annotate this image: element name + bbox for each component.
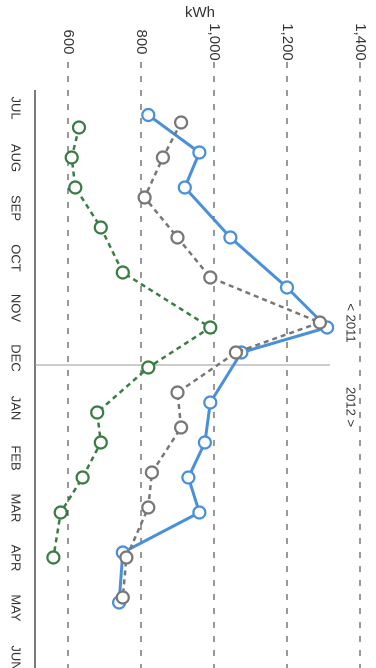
data-point xyxy=(141,107,156,123)
data-point xyxy=(53,505,68,520)
x-tick-labels: JUL AUG SEP OCT NOV DEC JAN FEB MAR APR MAY JUN xyxy=(9,96,24,668)
series-0 xyxy=(111,107,335,610)
month-label: NOV xyxy=(9,294,24,323)
data-point xyxy=(141,360,156,375)
data-point xyxy=(93,220,108,235)
series-line xyxy=(121,121,322,598)
data-point xyxy=(141,500,156,515)
data-point xyxy=(279,280,295,295)
data-point xyxy=(174,420,189,435)
data-point xyxy=(90,405,105,420)
y-tick-label: 600 xyxy=(60,29,77,54)
data-point xyxy=(115,590,130,605)
y-tick-label: 1,200 xyxy=(279,23,296,61)
data-point xyxy=(203,270,218,285)
month-label: AUG xyxy=(9,144,24,172)
month-label: MAY xyxy=(9,594,24,622)
data-point xyxy=(71,120,87,135)
data-point xyxy=(144,465,159,480)
data-point xyxy=(192,145,207,160)
y-axis-title: kWh xyxy=(185,4,215,21)
data-point xyxy=(170,385,185,400)
series-1 xyxy=(115,115,327,605)
axes xyxy=(34,90,330,668)
y-tick-label: 1,400 xyxy=(352,23,369,61)
data-point xyxy=(68,180,83,195)
y-tick-labels: 600 800 1,000 1,200 1,400 kWh xyxy=(60,4,369,61)
data-point xyxy=(170,230,185,245)
data-point xyxy=(228,345,243,360)
month-label: SEP xyxy=(9,195,24,221)
month-label: JUN xyxy=(9,645,24,668)
data-point xyxy=(75,470,90,485)
month-label: OCT xyxy=(9,244,24,272)
data-point xyxy=(223,230,238,245)
data-point xyxy=(137,190,152,205)
data-point xyxy=(203,395,218,410)
month-label: JUL xyxy=(9,96,24,119)
data-point xyxy=(93,435,108,450)
month-label: MAR xyxy=(9,494,24,523)
month-label: APR xyxy=(9,545,24,572)
month-label: DEC xyxy=(9,344,24,371)
data-series xyxy=(46,107,335,610)
data-point xyxy=(197,435,212,450)
year-label-left: < 2011 xyxy=(344,303,359,342)
data-point xyxy=(46,550,61,565)
data-point xyxy=(177,180,192,195)
data-point xyxy=(119,550,134,565)
annotations: < 2011 2012 > xyxy=(344,303,359,427)
data-point xyxy=(155,150,170,165)
series-line xyxy=(117,113,329,603)
data-point xyxy=(192,505,207,520)
series-2 xyxy=(46,120,218,565)
data-point xyxy=(312,315,327,330)
data-point xyxy=(203,320,218,335)
y-tick-label: 1,000 xyxy=(206,23,223,61)
data-point xyxy=(181,470,196,485)
data-point xyxy=(115,265,130,280)
month-label: FEB xyxy=(9,445,24,470)
data-point xyxy=(174,115,189,130)
month-label: JAN xyxy=(9,396,24,421)
data-point xyxy=(64,150,79,165)
y-tick-label: 800 xyxy=(133,29,150,54)
year-label-right: 2012 > xyxy=(344,387,359,427)
